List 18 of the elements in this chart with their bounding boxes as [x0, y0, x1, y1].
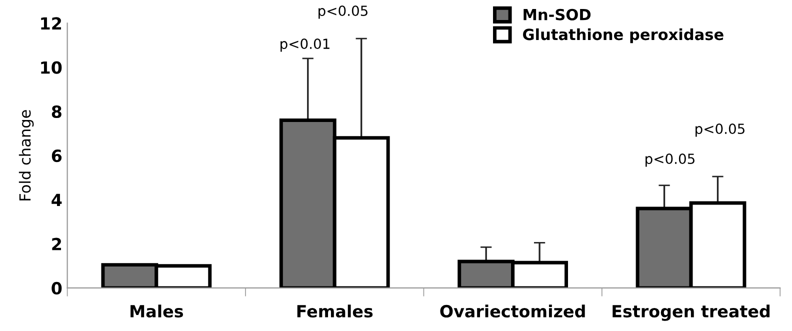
x-tick-label: Ovariectomized	[440, 304, 585, 318]
x-tick-label: Females	[297, 304, 373, 318]
annotation: p<0.05	[696, 124, 744, 137]
x-tick-label: Males	[130, 304, 184, 318]
annotation: p<0.01	[280, 38, 330, 52]
y-tick-label: 8	[52, 105, 62, 118]
annotation: p<0.05	[646, 154, 694, 167]
y-tick-label: 4	[52, 194, 62, 206]
y-axis-title: Fold change	[18, 110, 34, 200]
text: p<0.05	[318, 6, 368, 19]
y-tick-label: 12	[41, 17, 62, 30]
legend-label: Mn-SOD	[524, 8, 591, 20]
legend-label: Glutathione peroxidase	[523, 28, 724, 44]
y-tick-label: 6	[52, 150, 62, 162]
y-tick-label: 2	[52, 238, 62, 250]
y-tick-label: 0	[52, 282, 62, 295]
x-tick-label: Estrogen treated	[612, 304, 770, 321]
y-tick-label: 10	[41, 61, 62, 74]
